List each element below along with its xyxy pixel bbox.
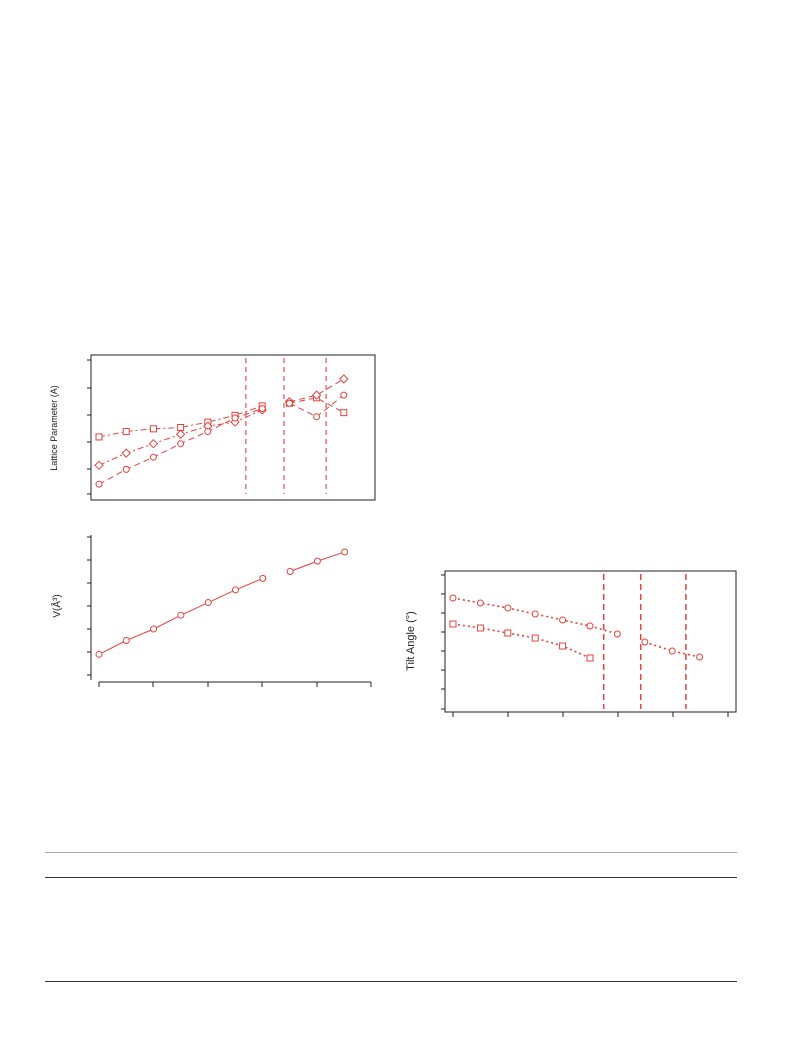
tilt-series-0-point-6 [613, 630, 621, 638]
volume-series-0-point-0 [95, 650, 103, 658]
lattice-series-0-point-0 [95, 433, 103, 441]
volume-series-0-point-5 [232, 586, 239, 594]
lattice-series-1-point-3 [175, 429, 186, 439]
tilt-plot-frame [444, 570, 737, 713]
lattice-y-axis-label: Lattice Parameter (A) [49, 385, 59, 471]
lattice-series-2-point-0 [95, 480, 103, 488]
lattice-series-1-point-1 [121, 448, 131, 458]
table-bottom-rule [45, 981, 737, 982]
tilt-series-2-point-1 [668, 647, 676, 655]
tilt-series-0-point-0 [449, 594, 457, 602]
volume-series-0-point-2 [150, 625, 158, 633]
volume-series-1-point-0 [286, 568, 294, 575]
lattice-series-2-point-4 [204, 428, 212, 436]
lattice-series-1-point-2 [148, 438, 159, 449]
lattice-series-5-point-0 [285, 399, 293, 407]
volume-series-0-point-6 [259, 574, 267, 582]
lattice-parameter-chart: Lattice Parameter (A) [49, 354, 376, 501]
tilt-series-1-point-4 [559, 642, 567, 650]
volume-series-0-point-1 [122, 637, 130, 644]
volume-chart: V(Å³) [50, 535, 372, 687]
volume-series-0-point-3 [177, 611, 185, 619]
volume-series-1-point-2 [341, 548, 349, 556]
lattice-series-2-point-3 [177, 440, 185, 448]
lattice-series-5-point-2 [340, 391, 348, 399]
tilt-angle-chart: Tilt Angle (°) [405, 570, 737, 717]
tilt-series-2-point-0 [641, 638, 649, 646]
lattice-series-2-point-1 [122, 465, 130, 473]
tilt-series-0-point-1 [476, 599, 484, 607]
tilt-series-1-point-3 [531, 634, 539, 642]
volume-series-0-point-4 [204, 599, 212, 607]
lattice-series-5-point-1 [313, 413, 321, 421]
lattice-series-0-point-2 [149, 425, 157, 433]
tilt-series-1-line [452, 623, 591, 659]
tilt-series-1-point-0 [449, 620, 457, 628]
tilt-series-0-point-4 [559, 616, 567, 624]
tilt-series-2-point-2 [696, 653, 704, 661]
lattice-series-1-point-0 [94, 460, 104, 471]
tilt-y-axis-label: Tilt Angle (°) [405, 611, 417, 671]
volume-y-axis-label: V(Å³) [50, 594, 63, 617]
lattice-series-2-point-5 [231, 414, 239, 422]
table-top-rule [45, 852, 737, 853]
tilt-series-1-point-2 [504, 629, 512, 637]
lattice-series-2-point-6 [258, 405, 266, 413]
lattice-series-0-point-1 [122, 428, 130, 436]
lattice-series-3-point-2 [340, 409, 348, 417]
tilt-series-0-point-3 [531, 610, 539, 618]
lattice-series-4-point-2 [339, 374, 349, 384]
table-header-rule [45, 877, 737, 878]
tilt-series-1-point-5 [586, 654, 594, 662]
tilt-series-0-point-5 [586, 622, 594, 630]
lattice-plot-frame [90, 354, 376, 501]
tilt-series-0-point-2 [504, 604, 512, 612]
lattice-series-4-point-1 [311, 390, 322, 400]
lattice-series-2-point-2 [149, 453, 157, 461]
volume-series-1-point-1 [313, 557, 321, 565]
tilt-series-1-point-1 [476, 624, 484, 632]
